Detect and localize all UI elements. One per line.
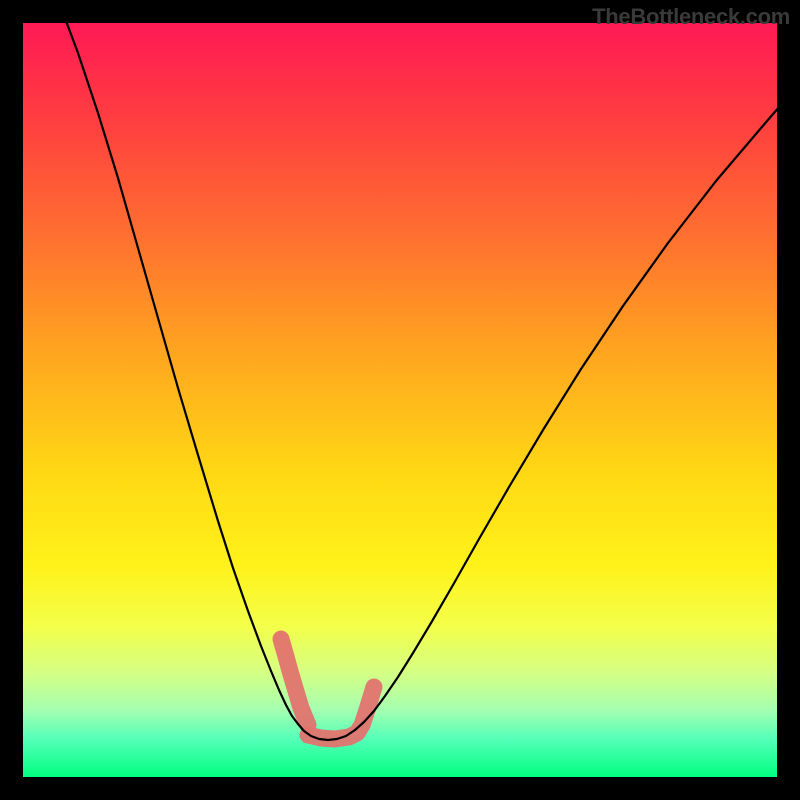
plot-svg — [23, 23, 777, 777]
plot-area — [23, 23, 777, 777]
chart-frame: TheBottleneck.com — [0, 0, 800, 800]
gradient-background — [23, 23, 777, 777]
watermark-text: TheBottleneck.com — [592, 4, 790, 30]
